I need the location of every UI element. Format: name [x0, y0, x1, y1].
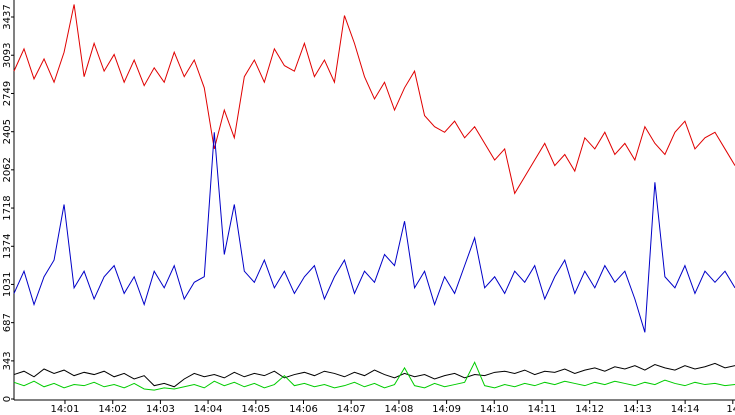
x-tick-label: 14:14 [671, 404, 700, 415]
y-tick-label: 1031 [2, 272, 13, 297]
y-tick-label: 2405 [2, 119, 13, 144]
x-tick-label: 14:10 [480, 404, 509, 415]
y-tick-label: 1718 [2, 195, 13, 220]
series-line [13, 361, 735, 391]
x-tick-label: 14:12 [575, 404, 604, 415]
y-tick-label: 687 [2, 313, 13, 332]
x-tick-label: 14:11 [528, 404, 557, 415]
x-tick-label: 14:13 [623, 404, 652, 415]
series-line [13, 4, 735, 195]
x-tick-label: 14 [726, 404, 735, 415]
series-line [13, 132, 735, 333]
x-tick-label: 14:01 [51, 404, 80, 415]
x-tick-label: 14:09 [432, 404, 461, 415]
y-tick-label: 0 [2, 396, 13, 402]
y-tick-label: 2749 [2, 81, 13, 106]
x-tick-label: 14:04 [194, 404, 223, 415]
x-tick-label: 14:03 [146, 404, 175, 415]
y-tick-label: 1374 [2, 234, 13, 259]
x-tick-label: 14:05 [241, 404, 270, 415]
y-tick-label: 2062 [2, 157, 13, 182]
y-tick-label: 343 [2, 351, 13, 370]
x-tick-label: 14:08 [385, 404, 414, 415]
x-tick-label: 14:02 [98, 404, 127, 415]
y-tick-label: 3093 [2, 43, 13, 68]
x-tick-label: 14:07 [337, 404, 366, 415]
y-tick-label: 3437 [2, 4, 13, 29]
x-tick-label: 14:06 [289, 404, 318, 415]
series-line [13, 362, 735, 388]
